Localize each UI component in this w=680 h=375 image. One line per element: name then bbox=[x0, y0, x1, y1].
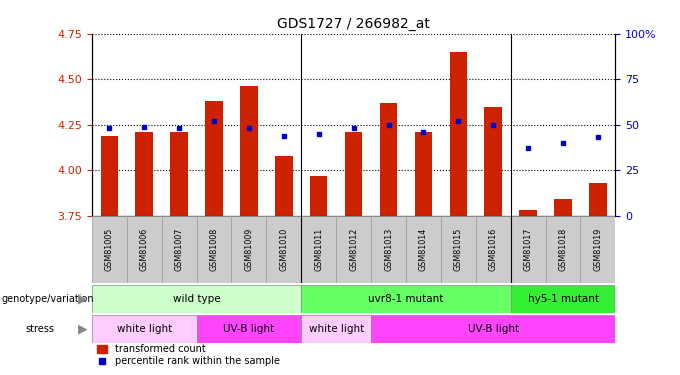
Bar bbox=[441, 216, 476, 283]
Text: GSM81013: GSM81013 bbox=[384, 228, 393, 272]
Bar bbox=[415, 132, 432, 216]
Text: white light: white light bbox=[309, 324, 364, 334]
Bar bbox=[101, 136, 118, 216]
Text: wild type: wild type bbox=[173, 294, 220, 304]
Bar bbox=[336, 216, 371, 283]
Bar bbox=[511, 216, 545, 283]
Bar bbox=[301, 285, 511, 313]
Bar bbox=[484, 106, 502, 216]
Bar bbox=[126, 216, 162, 283]
Bar bbox=[371, 315, 615, 343]
Bar bbox=[301, 216, 336, 283]
Text: GSM81019: GSM81019 bbox=[594, 228, 602, 272]
Text: GSM81009: GSM81009 bbox=[244, 228, 254, 272]
Text: GSM81010: GSM81010 bbox=[279, 228, 288, 272]
Bar bbox=[92, 285, 301, 313]
Bar bbox=[310, 176, 327, 216]
Text: uvr8-1 mutant: uvr8-1 mutant bbox=[369, 294, 443, 304]
Bar bbox=[92, 216, 126, 283]
Bar bbox=[406, 216, 441, 283]
Bar bbox=[135, 132, 153, 216]
Bar bbox=[162, 216, 197, 283]
Text: GSM81007: GSM81007 bbox=[175, 228, 184, 272]
Bar bbox=[92, 315, 197, 343]
Bar bbox=[267, 216, 301, 283]
Text: hy5-1 mutant: hy5-1 mutant bbox=[528, 294, 598, 304]
Text: GSM81017: GSM81017 bbox=[524, 228, 532, 272]
Text: stress: stress bbox=[26, 324, 55, 334]
Bar bbox=[371, 216, 406, 283]
Text: GSM81012: GSM81012 bbox=[349, 228, 358, 272]
Bar bbox=[545, 216, 581, 283]
Text: GSM81008: GSM81008 bbox=[209, 228, 218, 272]
Bar bbox=[581, 216, 615, 283]
Text: ▶: ▶ bbox=[78, 292, 88, 306]
Bar bbox=[275, 156, 292, 216]
Bar bbox=[170, 132, 188, 216]
Bar bbox=[197, 216, 231, 283]
Bar bbox=[449, 52, 467, 216]
Bar bbox=[231, 216, 267, 283]
Text: GSM81015: GSM81015 bbox=[454, 228, 463, 272]
Title: GDS1727 / 266982_at: GDS1727 / 266982_at bbox=[277, 17, 430, 32]
Bar bbox=[379, 103, 397, 216]
Text: GSM81006: GSM81006 bbox=[139, 228, 149, 272]
Bar bbox=[554, 199, 572, 216]
Bar bbox=[197, 315, 301, 343]
Bar bbox=[589, 183, 607, 216]
Text: GSM81005: GSM81005 bbox=[105, 228, 114, 272]
Legend: transformed count, percentile rank within the sample: transformed count, percentile rank withi… bbox=[93, 340, 284, 370]
Bar bbox=[476, 216, 511, 283]
Text: white light: white light bbox=[116, 324, 172, 334]
Bar bbox=[520, 210, 537, 216]
Text: GSM81018: GSM81018 bbox=[558, 228, 568, 272]
Text: GSM81014: GSM81014 bbox=[419, 228, 428, 272]
Text: UV-B light: UV-B light bbox=[468, 324, 519, 334]
Text: UV-B light: UV-B light bbox=[223, 324, 275, 334]
Text: genotype/variation: genotype/variation bbox=[1, 294, 94, 304]
Bar bbox=[205, 101, 222, 216]
Bar bbox=[345, 132, 362, 216]
Bar bbox=[240, 87, 258, 216]
Text: GSM81011: GSM81011 bbox=[314, 228, 323, 272]
Text: GSM81016: GSM81016 bbox=[489, 228, 498, 272]
Text: ▶: ▶ bbox=[78, 322, 88, 336]
Bar bbox=[511, 285, 615, 313]
Bar bbox=[301, 315, 371, 343]
